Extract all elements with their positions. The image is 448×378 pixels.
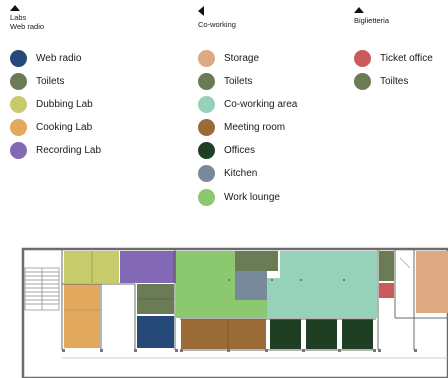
legend-labs-header: Labs Web radio [10,5,44,31]
legend-item-toilets: Toilets [10,73,64,90]
room-web-radio [137,316,174,348]
legend-item-label: Ticket office [380,53,433,64]
arrow-left-icon [198,6,204,16]
swatch-dubbing-lab [10,96,27,113]
legend-item-offices: Offices [198,142,255,159]
swatch-work-lounge [198,189,215,206]
legend-item-cooking-lab: Cooking Lab [10,119,92,136]
room-meeting-room [181,319,266,349]
legend-item-label: Storage [224,53,260,64]
legend-item-label: Cooking Lab [36,122,93,133]
legend-coworking-title: Co-working [198,20,236,29]
swatch-recording-lab [10,142,27,159]
swatch-kitchen [198,165,215,182]
legend-item-recording-lab: Recording Lab [10,142,101,159]
swatch-ticket-office [354,50,371,67]
plan-columns [62,279,417,352]
plan-door-lines [62,257,448,359]
swatch-offices [198,142,215,159]
legend-coworking-header: Co-working [198,6,236,29]
swatch-meeting-room [198,119,215,136]
legend-labs-title-2: Web radio [10,22,45,31]
legend-item-label: Co-working area [224,99,298,110]
legend-item-web-radio: Web radio [10,50,81,67]
legend-item-ticket-office: Ticket office [354,50,433,67]
legend-item-coworking-area: Co-working area [198,96,297,113]
swatch-cooking-lab [10,119,27,136]
legend-item-label: Recording Lab [36,145,102,156]
swatch-toiltes [354,73,371,90]
legend-item-kitchen: Kitchen [198,165,257,182]
staircase [24,267,60,311]
arrow-up-icon [10,5,20,11]
legend-item-dubbing-lab: Dubbing Lab [10,96,93,113]
legend-biglietteria-title: Biglietteria [354,16,390,25]
legend-item-label: Meeting room [224,122,286,133]
legend-biglietteria: Biglietteria [354,7,389,25]
legend-item-label: Toilets [36,76,65,87]
room-ticket-office [379,283,394,298]
legend-item-label: Toiltes [380,76,409,87]
legend-item-meeting-room: Meeting room [198,119,285,136]
legend-biglietteria-header: Biglietteria [354,7,389,25]
legend-item-label: Dubbing Lab [36,99,93,110]
legend-item-toilets: Toilets [198,73,252,90]
swatch-toilets [10,73,27,90]
swatch-toilets [198,73,215,90]
swatch-coworking-area [198,96,215,113]
legend-labs-title-1: Labs [10,13,27,22]
room-office-2 [306,319,337,349]
room-coworking-area [267,251,377,318]
legend-item-label: Web radio [36,53,82,64]
room-dubbing-lab [64,251,119,283]
legend-item-label: Kitchen [224,168,258,179]
legend-labs: Labs Web radio [10,5,44,31]
room-kitchen [235,271,267,300]
plan-partitions [61,249,448,351]
legend-item-storage: Storage [198,50,259,67]
room-toilets-coworking [235,251,278,271]
room-storage [416,251,448,313]
swatch-web-radio [10,50,27,67]
swatch-storage [198,50,215,67]
room-toilets-biglietteria [379,251,394,281]
legend-item-work-lounge: Work lounge [198,189,280,206]
legend-coworking: Co-working [198,6,236,29]
room-work-lounge [176,251,267,318]
legend-item-label: Work lounge [224,192,280,203]
room-cooking-lab [64,284,100,348]
arrow-up-icon [354,7,364,13]
legend-item-toiltes: Toiltes [354,73,408,90]
floor-plan [21,247,448,378]
legend-item-label: Toilets [224,76,253,87]
room-office-1 [270,319,301,349]
room-office-3 [342,319,373,349]
plan-walls [21,247,448,378]
legend-item-label: Offices [224,145,255,156]
